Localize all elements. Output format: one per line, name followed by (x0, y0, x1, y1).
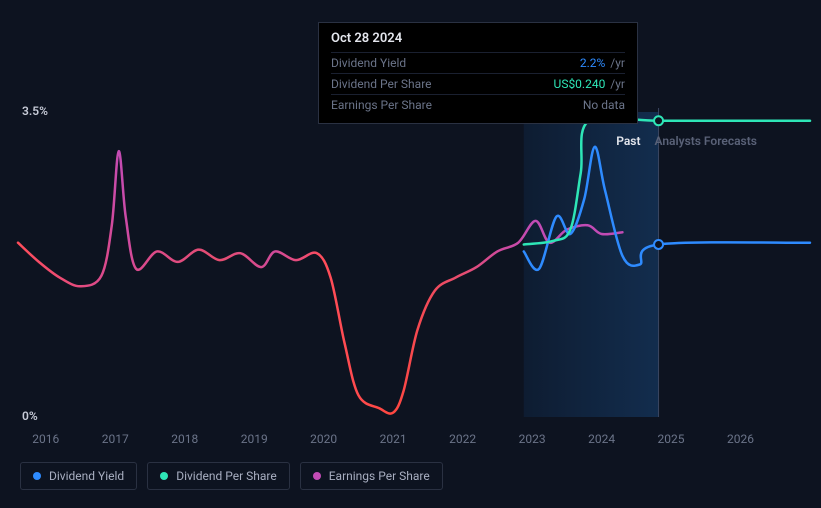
x-axis-label: 2017 (102, 432, 129, 446)
x-axis-label: 2024 (588, 432, 615, 446)
y-axis-label: 0% (22, 409, 38, 423)
legend-item-dividend-per-share[interactable]: Dividend Per Share (147, 462, 290, 490)
x-axis-label: 2016 (32, 432, 59, 446)
chart-legend: Dividend Yield Dividend Per Share Earnings… (20, 462, 443, 490)
legend-dot-icon (33, 472, 41, 480)
legend-label: Dividend Per Share (176, 469, 277, 483)
x-axis-label: 2018 (171, 432, 198, 446)
tooltip-row: Earnings Per Share No data (331, 94, 625, 115)
x-axis-label: 2020 (310, 432, 337, 446)
legend-item-dividend-yield[interactable]: Dividend Yield (20, 462, 137, 490)
legend-dot-icon (313, 472, 321, 480)
x-axis-label: 2019 (241, 432, 268, 446)
tooltip-row: Dividend Yield 2.2% /yr (331, 52, 625, 73)
x-axis-label: 2023 (519, 432, 546, 446)
past-label: Past (616, 134, 640, 148)
x-axis-label: 2022 (449, 432, 476, 446)
tooltip-metric-label: Earnings Per Share (331, 98, 432, 112)
x-axis-label: 2021 (380, 432, 407, 446)
tooltip-metric-value: No data (583, 98, 625, 112)
tooltip-date: Oct 28 2024 (331, 31, 625, 46)
tooltip-metric-value: 2.2% /yr (580, 56, 625, 70)
legend-item-earnings-per-share[interactable]: Earnings Per Share (300, 462, 443, 490)
past-forecast-labels: Past Analysts Forecasts (616, 134, 757, 148)
legend-label: Earnings Per Share (329, 469, 430, 483)
tooltip-metric-label: Dividend Yield (331, 56, 406, 70)
chart-tooltip: Oct 28 2024 Dividend Yield2.2% /yrDivide… (318, 22, 638, 124)
legend-label: Dividend Yield (49, 469, 124, 483)
dividend-chart: Oct 28 2024 Dividend Yield2.2% /yrDivide… (0, 0, 821, 508)
y-axis-label: 3.5% (22, 104, 48, 118)
legend-dot-icon (160, 472, 168, 480)
tooltip-metric-label: Dividend Per Share (331, 77, 432, 91)
tooltip-metric-value: US$0.240 /yr (554, 77, 625, 91)
x-axis-label: 2026 (727, 432, 754, 446)
forecast-label: Analysts Forecasts (654, 134, 756, 148)
x-axis-label: 2025 (658, 432, 685, 446)
tooltip-row: Dividend Per Share US$0.240 /yr (331, 73, 625, 94)
